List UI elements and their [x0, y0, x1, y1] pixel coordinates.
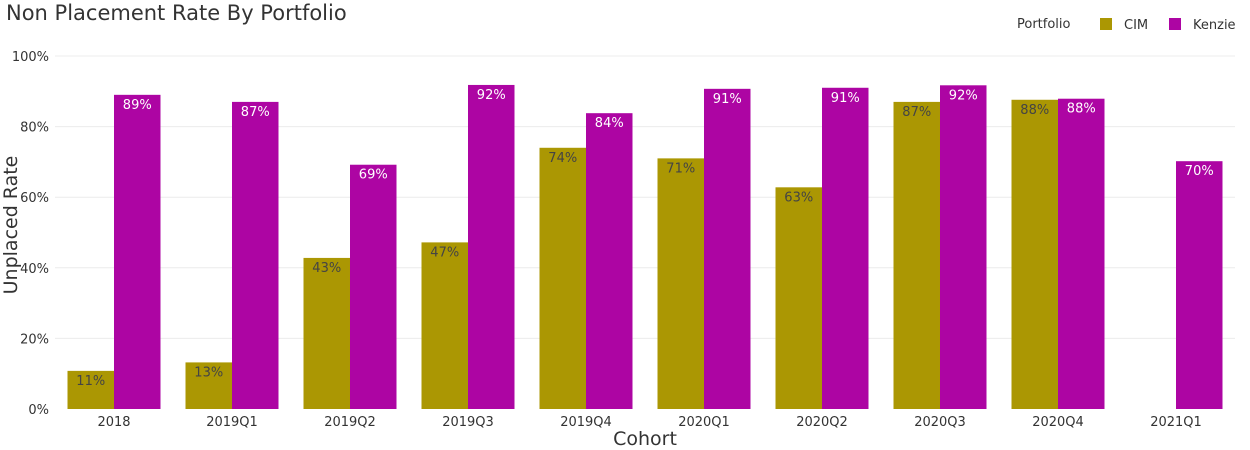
- bar-kenzie: [704, 88, 751, 409]
- y-tick-label: 60%: [20, 191, 49, 206]
- y-tick-label: 40%: [20, 262, 49, 277]
- legend-label-cim: CIM: [1124, 18, 1148, 33]
- bar-cim: [1011, 99, 1058, 409]
- bar-cim: [185, 362, 232, 409]
- legend-label-kenzie: Kenzie: [1193, 18, 1236, 33]
- bar-kenzie: [1176, 161, 1223, 409]
- bar-kenzie: [350, 164, 397, 409]
- bar-labels: 11% 89% 13% 87% 43% 69% 47% 92% 74% 84% 71% 91% 63% 9…: [76, 88, 1213, 389]
- bar-label-kenzie: 91%: [831, 91, 860, 106]
- bar-cim: [303, 257, 350, 409]
- bar-cim: [657, 158, 704, 409]
- bar-label-kenzie: 89%: [123, 98, 152, 113]
- bars: [67, 84, 1223, 410]
- bar-label-kenzie: 92%: [949, 88, 978, 103]
- x-tick-label: 2020Q2: [796, 415, 848, 430]
- y-tick-label: 80%: [20, 121, 49, 136]
- bar-label-cim: 43%: [312, 261, 341, 276]
- bar-kenzie: [586, 113, 633, 409]
- legend-title: Portfolio: [1017, 17, 1071, 32]
- bar-kenzie: [822, 87, 869, 410]
- bar-kenzie: [232, 101, 279, 409]
- chart-title: Non Placement Rate By Portfolio: [6, 1, 347, 25]
- legend: Portfolio CIM Kenzie: [1017, 17, 1236, 33]
- x-tick-label: 2019Q4: [560, 415, 612, 430]
- bar-label-cim: 71%: [666, 161, 695, 176]
- bar-label-cim: 47%: [430, 245, 459, 260]
- y-tick-label: 20%: [20, 332, 49, 347]
- y-axis-ticks: 0% 20% 40% 60% 80% 100%: [12, 50, 49, 418]
- x-tick-label: 2019Q3: [442, 415, 494, 430]
- bar-label-kenzie: 88%: [1067, 102, 1096, 117]
- bar-kenzie: [468, 84, 515, 410]
- x-tick-label: 2020Q4: [1032, 415, 1084, 430]
- x-axis-ticks: 2018 2019Q1 2019Q2 2019Q3 2019Q4 2020Q1 2020Q2…: [97, 415, 1201, 430]
- legend-swatch-kenzie: [1169, 18, 1181, 30]
- x-axis-label: Cohort: [613, 428, 677, 450]
- bar-label-kenzie: 92%: [477, 88, 506, 103]
- y-tick-label: 0%: [28, 403, 49, 418]
- x-tick-label: 2021Q1: [1150, 415, 1202, 430]
- bar-cim: [539, 147, 586, 409]
- y-axis-label: Unplaced Rate: [0, 156, 22, 295]
- bar-kenzie: [940, 85, 987, 409]
- x-tick-label: 2019Q1: [206, 415, 258, 430]
- legend-swatch-cim: [1100, 18, 1112, 30]
- bar-kenzie: [114, 94, 161, 409]
- bar-label-cim: 87%: [902, 105, 931, 120]
- x-tick-label: 2018: [97, 415, 130, 430]
- bar-cim: [67, 370, 114, 409]
- bar-label-cim: 88%: [1020, 103, 1049, 118]
- bar-label-kenzie: 70%: [1185, 164, 1214, 179]
- y-tick-label: 100%: [12, 50, 49, 65]
- x-tick-label: 2020Q3: [914, 415, 966, 430]
- bar-label-kenzie: 91%: [713, 92, 742, 107]
- bar-label-cim: 11%: [76, 374, 105, 389]
- bar-cim: [421, 242, 468, 409]
- bar-cim: [775, 187, 822, 409]
- bar-label-cim: 74%: [548, 151, 577, 166]
- bar-label-cim: 63%: [784, 190, 813, 205]
- x-tick-label: 2019Q2: [324, 415, 376, 430]
- bar-kenzie: [1058, 98, 1105, 409]
- bar-label-kenzie: 84%: [595, 116, 624, 131]
- x-tick-label: 2020Q1: [678, 415, 730, 430]
- bar-label-kenzie: 69%: [359, 168, 388, 183]
- bar-label-cim: 13%: [194, 365, 223, 380]
- bar-label-kenzie: 87%: [241, 105, 270, 120]
- bar-cim: [893, 101, 940, 409]
